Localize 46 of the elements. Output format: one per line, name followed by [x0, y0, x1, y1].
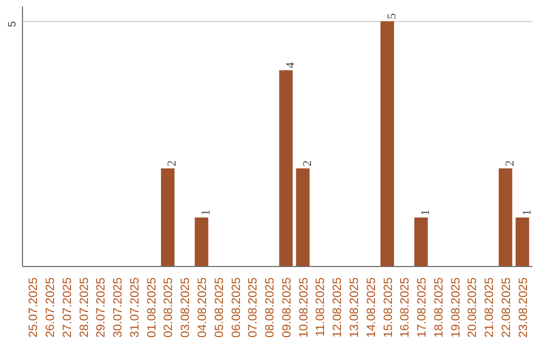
x-tick-label: 19.08.2025: [448, 277, 462, 338]
bar: [380, 21, 394, 266]
x-tick-label: 06.08.2025: [228, 277, 243, 338]
x-tick-label: 26.07.2025: [43, 277, 58, 338]
bar: [296, 168, 310, 266]
x-tick-label: 05.08.2025: [212, 277, 226, 338]
x-tick-label: 07.08.2025: [246, 277, 260, 338]
data-label: 1: [198, 209, 213, 216]
x-tick-label: 03.08.2025: [178, 277, 192, 338]
data-label: 5: [384, 13, 398, 20]
x-tick-label: 08.08.2025: [262, 277, 277, 338]
x-tick-label: 02.08.2025: [161, 277, 176, 338]
x-tick-label: 17.08.2025: [414, 277, 429, 338]
x-tick-label: 23.08.2025: [516, 277, 530, 338]
x-tick-label: 31.07.2025: [127, 277, 142, 338]
x-tick-label: 20.08.2025: [465, 277, 480, 338]
x-tick-label: 16.08.2025: [398, 277, 412, 338]
x-tick-label: 30.07.2025: [110, 277, 125, 338]
bar: [414, 217, 428, 266]
x-tick-label: 22.08.2025: [498, 277, 513, 338]
x-tick-label: 04.08.2025: [195, 277, 210, 338]
x-tick-label: 21.08.2025: [482, 277, 496, 338]
x-tick-label: 27.07.2025: [60, 277, 74, 338]
data-label: 2: [502, 160, 516, 166]
x-tick-label: 10.08.2025: [296, 277, 310, 338]
data-label: 1: [519, 209, 534, 216]
x-tick-label: 28.07.2025: [76, 277, 91, 338]
bar: [194, 217, 208, 266]
x-tick-label: 12.08.2025: [330, 277, 344, 338]
data-label: 1: [418, 209, 432, 216]
bar: [516, 217, 530, 266]
x-tick-label: 15.08.2025: [380, 277, 395, 338]
x-tick-label: 14.08.2025: [364, 277, 378, 338]
bar: [279, 70, 293, 266]
x-tick-label: 01.08.2025: [144, 277, 158, 338]
x-tick-label: 29.07.2025: [94, 277, 108, 338]
bar: [498, 168, 512, 266]
x-tick-label: 13.08.2025: [346, 277, 361, 338]
x-tick-label: 25.07.2025: [26, 277, 40, 338]
x-tick-label: 18.08.2025: [431, 277, 446, 338]
data-label: 2: [164, 160, 179, 166]
x-tick-label: 11.08.2025: [313, 277, 328, 337]
data-label: 2: [300, 160, 314, 166]
x-tick-label: 09.08.2025: [279, 277, 294, 338]
data-label: 4: [282, 62, 297, 68]
bar: [160, 168, 174, 266]
